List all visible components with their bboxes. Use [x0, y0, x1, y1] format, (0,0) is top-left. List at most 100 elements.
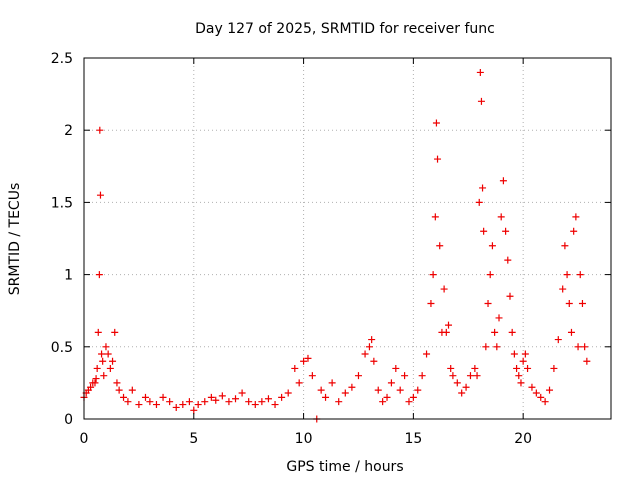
data-point-marker: [521, 350, 529, 358]
y-tick-label: 0: [64, 412, 73, 428]
data-point-marker: [429, 271, 437, 279]
data-point-marker: [251, 401, 259, 409]
axis-ticks: 0 5 10 15 20 0 0.5 1 1.5 2 2.5: [51, 51, 611, 447]
data-point-marker: [401, 372, 409, 380]
data-point-marker: [245, 398, 253, 406]
data-point-marker: [508, 328, 516, 336]
data-point-marker: [515, 372, 523, 380]
data-point-marker: [135, 401, 143, 409]
data-point-marker: [93, 364, 101, 372]
data-point-marker: [370, 357, 378, 365]
data-point-marker: [225, 398, 233, 406]
data-point-marker: [271, 401, 279, 409]
y-tick-label: 1: [64, 268, 73, 284]
data-point-marker: [328, 379, 336, 387]
data-point-marker: [493, 343, 501, 351]
data-point-marker: [387, 379, 395, 387]
data-point-marker: [94, 328, 102, 336]
data-point-marker: [179, 401, 187, 409]
chart-title: Day 127 of 2025, SRMTID for receiver fun…: [195, 21, 495, 37]
data-point-marker: [572, 213, 580, 221]
plot-frame: [83, 57, 612, 420]
data-point-marker: [480, 227, 488, 235]
data-point-marker: [146, 398, 154, 406]
y-tick-label: 0.5: [51, 340, 73, 356]
data-point-marker: [583, 357, 591, 365]
data-point-marker: [96, 191, 104, 199]
data-point-marker: [96, 126, 104, 134]
data-point-marker: [128, 386, 136, 394]
y-tick-label: 2.5: [51, 51, 73, 67]
data-point-marker: [570, 227, 578, 235]
data-point-marker: [576, 271, 584, 279]
data-point-marker: [172, 403, 180, 411]
grid-lines: [84, 58, 611, 419]
data-point-marker: [166, 398, 174, 406]
data-point-marker: [159, 393, 167, 401]
data-point-marker: [546, 386, 554, 394]
data-point-marker: [115, 386, 123, 394]
data-point-marker: [291, 364, 299, 372]
data-point-marker: [513, 364, 521, 372]
data-point-marker: [458, 389, 466, 397]
data-point-marker: [396, 386, 404, 394]
data-point-marker: [100, 372, 108, 380]
data-point-marker: [476, 68, 484, 76]
data-point-marker: [218, 392, 226, 400]
data-point-marker: [436, 242, 444, 250]
data-point-marker: [484, 299, 492, 307]
data-point-marker: [111, 328, 119, 336]
data-point-marker: [124, 398, 132, 406]
x-tick-label: 20: [514, 431, 532, 447]
x-tick-label: 0: [80, 431, 89, 447]
data-point-marker: [445, 321, 453, 329]
data-point-marker: [368, 336, 376, 344]
data-point-marker: [497, 213, 505, 221]
data-point-marker: [541, 398, 549, 406]
data-point-marker: [104, 350, 112, 358]
data-point-marker: [486, 271, 494, 279]
data-point-marker: [95, 271, 103, 279]
data-point-marker: [517, 379, 525, 387]
data-point-marker: [473, 372, 481, 380]
data-point-marker: [194, 401, 202, 409]
data-point-marker: [409, 393, 417, 401]
data-point-marker: [447, 364, 455, 372]
x-tick-label: 15: [404, 431, 422, 447]
data-point-marker: [365, 343, 373, 351]
data-point-marker: [405, 398, 413, 406]
data-point-marker: [348, 383, 356, 391]
x-tick-label: 5: [189, 431, 198, 447]
data-point-marker: [431, 213, 439, 221]
y-axis-label: SRMTID / TECUs: [7, 183, 23, 296]
data-point-marker: [308, 372, 316, 380]
data-point-marker: [578, 299, 586, 307]
data-point-marker: [471, 364, 479, 372]
x-axis-label: GPS time / hours: [286, 459, 403, 475]
data-point-marker: [304, 354, 312, 362]
y-tick-label: 1.5: [51, 195, 73, 211]
data-point-marker: [300, 357, 308, 365]
data-point-marker: [528, 383, 536, 391]
data-point-marker: [479, 184, 487, 192]
y-tick-label: 2: [64, 123, 73, 139]
data-point-marker: [554, 336, 562, 344]
data-point-marker: [414, 386, 422, 394]
data-point-marker: [212, 396, 220, 404]
data-point-marker: [440, 285, 448, 293]
data-point-marker: [341, 389, 349, 397]
data-point-marker: [453, 379, 461, 387]
data-point-marker: [532, 389, 540, 397]
data-point-marker: [91, 379, 99, 387]
data-point-marker: [102, 343, 110, 351]
data-point-marker: [475, 198, 483, 206]
x-tick-label: 10: [295, 431, 313, 447]
data-point-marker: [565, 299, 573, 307]
data-point-marker: [113, 379, 121, 387]
data-point-marker: [361, 350, 369, 358]
data-point-marker: [92, 375, 100, 383]
data-point-marker: [561, 242, 569, 250]
data-point-marker: [491, 328, 499, 336]
data-point-marker: [278, 393, 286, 401]
